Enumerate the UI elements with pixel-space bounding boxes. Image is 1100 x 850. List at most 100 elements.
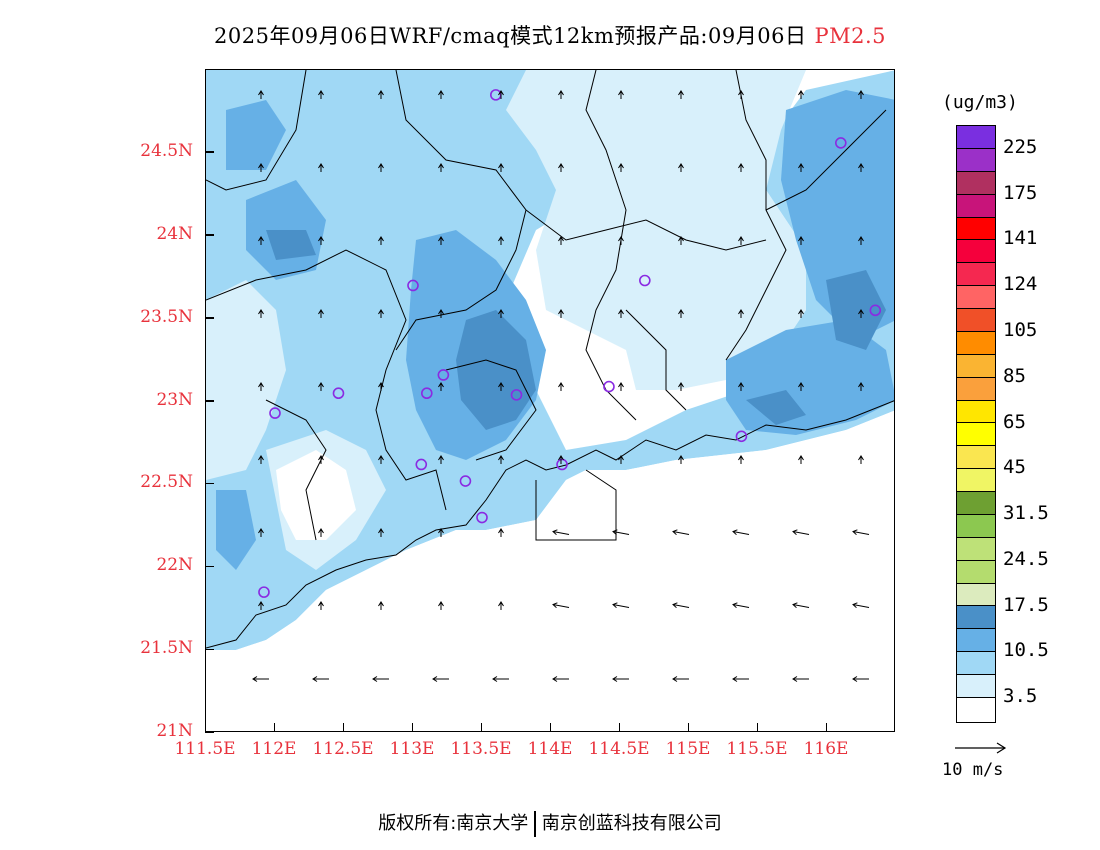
pm25-region-dark-east — [826, 270, 886, 350]
lon-tick-label: 115E — [665, 739, 711, 759]
footer-separator — [534, 811, 536, 837]
wind-arrow-head — [798, 90, 804, 96]
lon-tick — [480, 723, 482, 732]
wind-arrow-head — [258, 528, 264, 534]
wind-arrow-head — [858, 236, 864, 242]
station-marker — [258, 586, 270, 598]
boundary-line-2 — [206, 249, 447, 511]
wind-arrow-head — [672, 602, 678, 609]
wind-arrow-head — [558, 90, 564, 96]
wind-arrow-head — [738, 90, 744, 96]
colorbar-swatch — [957, 560, 995, 584]
wind-arrow-head — [438, 163, 444, 169]
wind-arrow — [552, 531, 570, 535]
colorbar-label: 31.5 — [1003, 502, 1049, 525]
wind-arrow-head — [678, 382, 684, 388]
pm25-concentration-map — [206, 70, 894, 731]
boundary-line-10 — [625, 309, 687, 411]
colorbar-swatch — [957, 126, 995, 149]
concentration-fill-layer — [206, 70, 894, 731]
lon-tick-label: 115.5E — [726, 739, 788, 759]
station-marker — [735, 430, 748, 443]
pm25-region-medium-southwest — [216, 490, 256, 570]
wind-arrow-head — [498, 163, 504, 169]
wind-arrow-head — [378, 236, 384, 242]
lon-tick — [342, 723, 344, 732]
colorbar-swatch — [957, 217, 995, 241]
wind-arrow-head — [498, 528, 504, 534]
wind-arrow-head — [438, 309, 444, 315]
colorbar-swatch — [957, 514, 995, 538]
boundary-line-1 — [206, 70, 307, 191]
colorbar-swatch — [957, 194, 995, 218]
wind-arrow-head — [858, 455, 864, 461]
lat-tick — [205, 400, 214, 402]
wind-arrow-head — [858, 163, 864, 169]
wind-arrow-head — [378, 90, 384, 96]
lat-tick — [205, 234, 214, 236]
lon-tick — [618, 723, 620, 732]
wind-arrow-head — [672, 529, 678, 536]
colorbar-swatch — [957, 629, 995, 653]
wind-arrow-head — [432, 676, 438, 682]
wind-arrow-head — [258, 382, 264, 388]
station-marker — [269, 407, 281, 419]
copyright-footer: 版权所有:南京大学 南京创蓝科技有限公司 — [0, 809, 1100, 837]
wind-arrow-head — [612, 529, 618, 536]
boundary-line-9 — [265, 399, 327, 541]
wind-arrow-head — [738, 455, 744, 461]
wind-arrow-head — [318, 90, 324, 96]
wind-arrow-head — [318, 309, 324, 315]
bay-outline — [535, 469, 617, 541]
lat-tick-label: 23.5N — [140, 306, 193, 327]
lat-tick — [205, 317, 214, 319]
wind-arrow-head — [678, 163, 684, 169]
lon-tick — [825, 723, 827, 732]
lat-tick — [205, 482, 214, 485]
wind-arrow-head — [618, 163, 624, 169]
colorbar-label: 65 — [1003, 410, 1026, 433]
colorbar-label: 105 — [1003, 318, 1038, 341]
wind-arrow-head — [378, 528, 384, 534]
wind-arrow-head — [558, 236, 564, 242]
station-marker — [556, 458, 568, 471]
province-boundaries — [206, 70, 894, 649]
station-marker — [510, 389, 523, 401]
wind-arrow-head — [678, 309, 684, 315]
wind-arrow-head — [498, 455, 504, 461]
lat-tick-label: 24.5N — [140, 140, 193, 161]
colorbar-swatch — [957, 240, 995, 264]
wind-reference-arrow — [955, 742, 1007, 754]
wind-arrow-head — [858, 90, 864, 96]
colorbar-label: 225 — [1003, 135, 1038, 158]
lon-tick — [204, 723, 206, 732]
wind-arrow-head — [498, 601, 504, 607]
wind-arrow-head — [618, 382, 624, 388]
pm25-region-medium-north — [226, 100, 286, 170]
station-marker — [459, 475, 472, 487]
wind-arrow-head — [258, 236, 264, 242]
wind-arrow-head — [672, 676, 678, 682]
lat-tick — [205, 565, 214, 568]
colorbar-label: 175 — [1003, 181, 1038, 204]
wind-arrow-head — [438, 528, 444, 534]
lat-tick — [205, 648, 214, 651]
wind-arrow-head — [792, 529, 798, 536]
station-marker — [603, 380, 615, 393]
wind-arrow — [732, 604, 750, 608]
lon-tick-label: 111.5E — [174, 739, 236, 759]
wind-arrow-head — [738, 163, 744, 169]
wind-arrow-head — [378, 309, 384, 315]
wind-reference-label: 10 m/s — [942, 760, 1004, 780]
wind-arrow-head — [312, 676, 318, 682]
pm25-region-dark-southeast — [746, 390, 806, 425]
wind-arrow-head — [498, 382, 504, 388]
wind-arrow — [672, 531, 690, 535]
pm25-region-light — [206, 70, 894, 650]
pm25-region-pale-west — [206, 280, 286, 480]
wind-arrow-head — [858, 309, 864, 315]
wind-arrow-head — [732, 602, 738, 609]
wind-arrow — [852, 604, 870, 608]
wind-arrow-head — [738, 236, 744, 242]
colorbar-unit: (ug/m3) — [942, 92, 1018, 113]
